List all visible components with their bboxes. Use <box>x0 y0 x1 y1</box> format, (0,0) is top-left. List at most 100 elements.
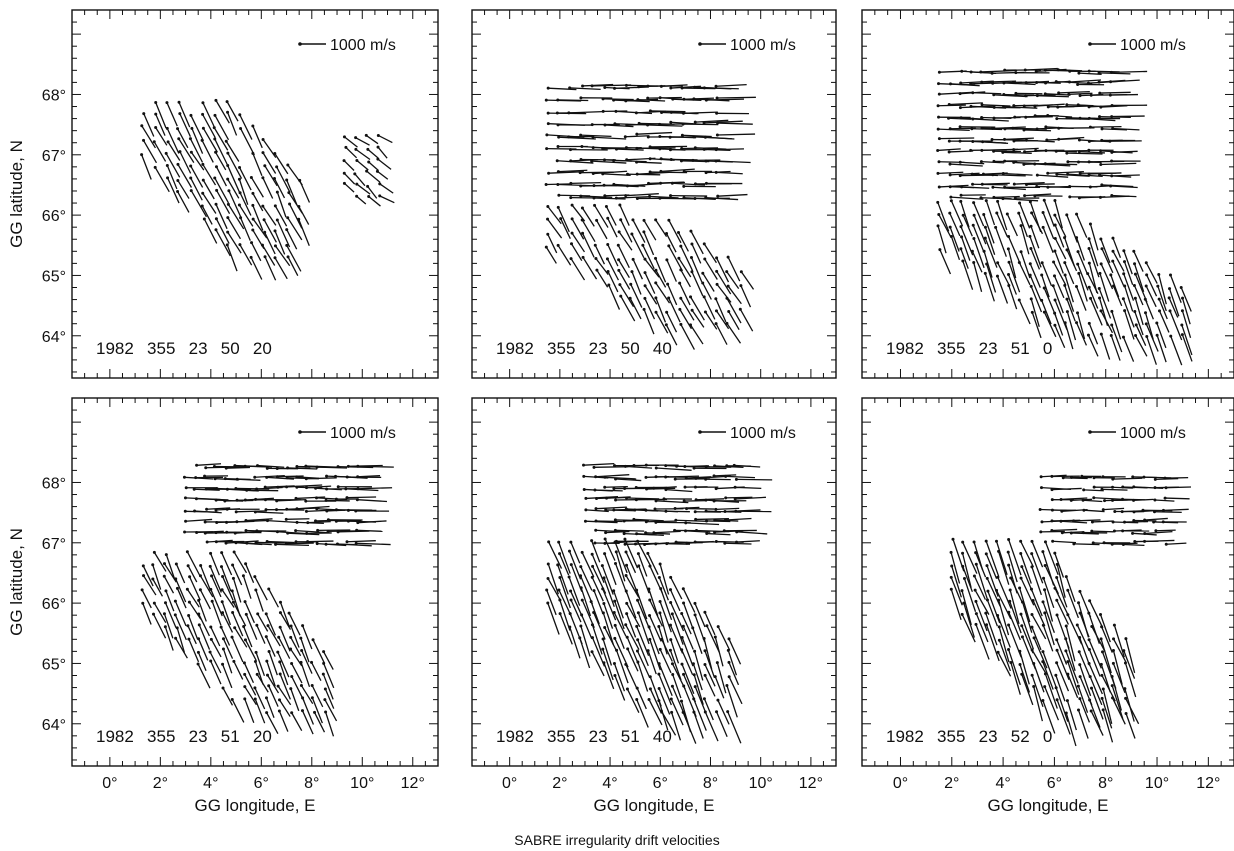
drift-vector-origin <box>227 189 231 193</box>
drift-vector <box>324 699 338 722</box>
drift-vector-origin <box>971 182 975 186</box>
drift-vector-origin <box>173 599 177 603</box>
drift-vector-origin <box>165 163 169 167</box>
drift-vector <box>547 602 560 635</box>
drift-vector-origin <box>1041 699 1045 703</box>
drift-vector-origin <box>690 242 694 246</box>
drift-vector <box>233 551 248 574</box>
drift-vector <box>1144 517 1168 521</box>
drift-vector <box>1111 685 1124 719</box>
drift-vector <box>1066 311 1077 341</box>
drift-vector-origin <box>1144 284 1148 288</box>
drift-vector-origin <box>275 508 279 512</box>
drift-vector-origin <box>243 672 247 676</box>
drift-vector <box>1089 172 1122 175</box>
drift-vector <box>1018 587 1031 623</box>
drift-vector-origin <box>622 532 626 536</box>
drift-vector-origin <box>251 191 255 195</box>
drift-vector-origin <box>607 283 611 287</box>
drift-vector <box>231 699 245 723</box>
drift-vector <box>1111 311 1122 340</box>
drift-vector <box>1071 532 1099 535</box>
drift-vector-origin <box>376 157 380 161</box>
drift-vector <box>1066 152 1103 155</box>
drift-vector <box>187 565 198 583</box>
drift-vector <box>202 114 216 138</box>
drift-vector <box>581 219 596 242</box>
drift-vector-origin <box>705 532 709 536</box>
drift-vector-origin <box>1028 262 1032 266</box>
drift-vector-origin <box>1099 637 1103 641</box>
drift-vector <box>607 218 618 238</box>
x-tick-label: 8° <box>703 775 718 792</box>
drift-vector <box>1090 710 1104 736</box>
drift-vector <box>1135 335 1148 357</box>
drift-vector-origin <box>702 121 706 125</box>
drift-vector-origin <box>625 158 629 162</box>
drift-vector <box>286 245 302 272</box>
drift-vector <box>176 627 186 653</box>
drift-vector <box>559 599 571 631</box>
drift-vector-origin <box>569 181 573 185</box>
drift-vector-origin <box>1020 635 1024 639</box>
drift-vector <box>633 518 664 522</box>
drift-vector-origin <box>613 673 617 677</box>
drift-vector-origin <box>546 111 550 115</box>
drift-vector-origin <box>313 710 317 714</box>
drift-vector <box>973 202 985 227</box>
drift-vector-origin <box>606 242 610 246</box>
drift-vector-origin <box>1075 623 1079 627</box>
drift-vector-origin <box>970 127 974 131</box>
drift-vector <box>266 674 280 694</box>
drift-vector-origin <box>738 307 742 311</box>
drift-vector-origin <box>232 550 236 554</box>
drift-vector <box>1029 236 1042 268</box>
drift-vector-origin <box>1056 105 1060 109</box>
drift-vector-origin <box>969 82 973 86</box>
drift-vector-origin <box>1099 237 1103 241</box>
drift-vector-origin <box>984 552 988 556</box>
drift-vector-origin <box>209 625 213 629</box>
drift-vector <box>689 296 705 321</box>
drift-vector-origin <box>692 466 696 470</box>
drift-vector-origin <box>1131 475 1135 479</box>
drift-vector <box>1166 542 1187 545</box>
drift-vector-origin <box>949 550 953 554</box>
drift-vector-origin <box>265 540 269 544</box>
drift-vector <box>307 540 334 543</box>
drift-vector <box>209 553 220 576</box>
drift-vector-origin <box>1092 485 1096 489</box>
drift-vector <box>704 258 718 280</box>
x-tick-label: 4° <box>995 775 1010 792</box>
drift-vector <box>255 541 285 544</box>
drift-vector-origin <box>166 140 170 144</box>
drift-vector <box>706 625 720 653</box>
drift-vector <box>265 697 275 718</box>
drift-vector-origin <box>981 140 985 144</box>
drift-vector <box>703 243 717 264</box>
drift-vector <box>178 101 191 128</box>
drift-vector-origin <box>1023 68 1027 72</box>
drift-vector-origin <box>715 269 719 273</box>
drift-vector-origin <box>667 244 671 248</box>
drift-vector <box>703 296 716 320</box>
drift-vector-origin <box>948 82 952 86</box>
drift-vector-origin <box>603 541 607 545</box>
drift-vector-origin <box>556 98 560 102</box>
drift-vector <box>997 262 1010 285</box>
drift-vector-origin <box>606 270 610 274</box>
drift-vector-origin <box>613 636 617 640</box>
drift-vector-origin <box>644 463 648 467</box>
x-tick-label: 10° <box>350 775 374 792</box>
drift-vector-origin <box>667 296 671 300</box>
drift-vector-origin <box>189 176 193 180</box>
drift-vector-origin <box>569 257 573 261</box>
drift-vector-origin <box>948 185 952 189</box>
drift-vector <box>1125 638 1136 674</box>
drift-vector <box>706 532 731 536</box>
drift-vector <box>1093 497 1122 500</box>
drift-vector-origin <box>1157 273 1161 277</box>
drift-vector-origin <box>643 284 647 288</box>
drift-vector <box>581 207 595 227</box>
drift-vector-origin <box>1043 611 1047 615</box>
